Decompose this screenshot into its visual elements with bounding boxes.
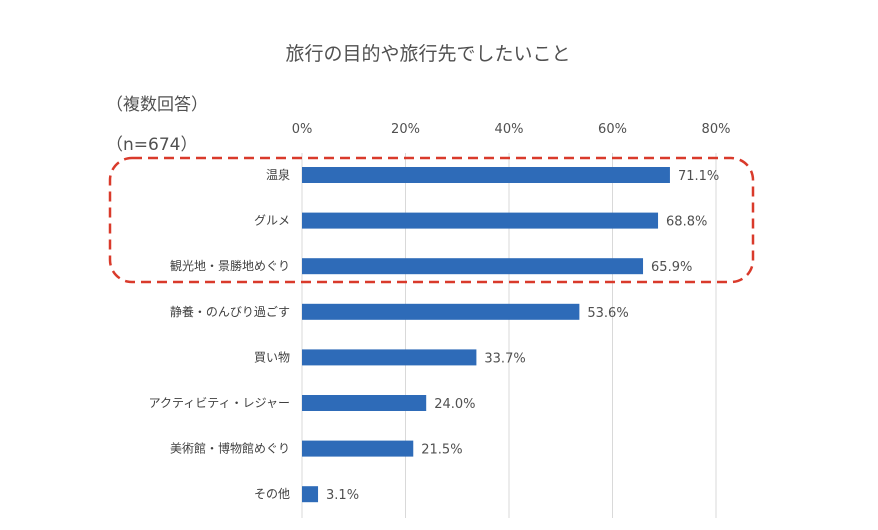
data-label: 68.8% [666, 215, 707, 230]
chart-title: 旅行の目的や旅行先でしたいこと [285, 43, 570, 65]
category-label: グルメ [254, 214, 290, 228]
highlight-box [108, 156, 755, 284]
bar [302, 303, 580, 320]
category-label: アクティビティ・レジャー [149, 396, 290, 410]
bar [302, 440, 414, 457]
x-tick-label: 60% [598, 122, 627, 137]
data-label: 21.5% [421, 443, 462, 458]
bar [302, 212, 659, 229]
bar [302, 395, 427, 411]
category-label: その他 [254, 487, 290, 501]
data-label: 24.0% [434, 397, 475, 412]
x-tick-label: 20% [391, 122, 420, 137]
gridlines [301, 153, 717, 518]
category-label: 美術館・博物館めぐり [170, 441, 290, 456]
data-label: 33.7% [484, 351, 525, 366]
bars [302, 167, 670, 503]
category-labels: 温泉グルメ観光地・景勝地めぐり静養・のんびり過ごす買い物アクティビティ・レジャー… [149, 168, 290, 501]
category-label: 観光地・景勝地めぐり [170, 258, 290, 273]
x-tick-label: 80% [702, 122, 731, 137]
data-label: 3.1% [326, 488, 359, 503]
bar [302, 486, 319, 503]
x-tick-label: 40% [495, 122, 524, 137]
category-label: 温泉 [266, 168, 290, 182]
data-label: 53.6% [587, 306, 628, 321]
bar [302, 349, 477, 366]
note-multiple-answers: （複数回答） [106, 95, 208, 115]
note-sample-size: （n=674） [106, 135, 197, 155]
value-labels: 71.1% 68.8% 65.9% 53.6% 33.7% 24.0% 21.5% 3.1% [326, 169, 719, 503]
bar [302, 167, 670, 183]
category-label: 買い物 [254, 350, 290, 364]
bar [302, 258, 644, 275]
x-tick-label: 0% [292, 122, 313, 137]
x-axis-ticks: 0% 20% 40% 60% 80% [292, 122, 731, 137]
category-label: 静養・のんびり過ごす [170, 304, 290, 319]
data-label: 71.1% [678, 169, 719, 184]
data-label: 65.9% [651, 260, 692, 275]
